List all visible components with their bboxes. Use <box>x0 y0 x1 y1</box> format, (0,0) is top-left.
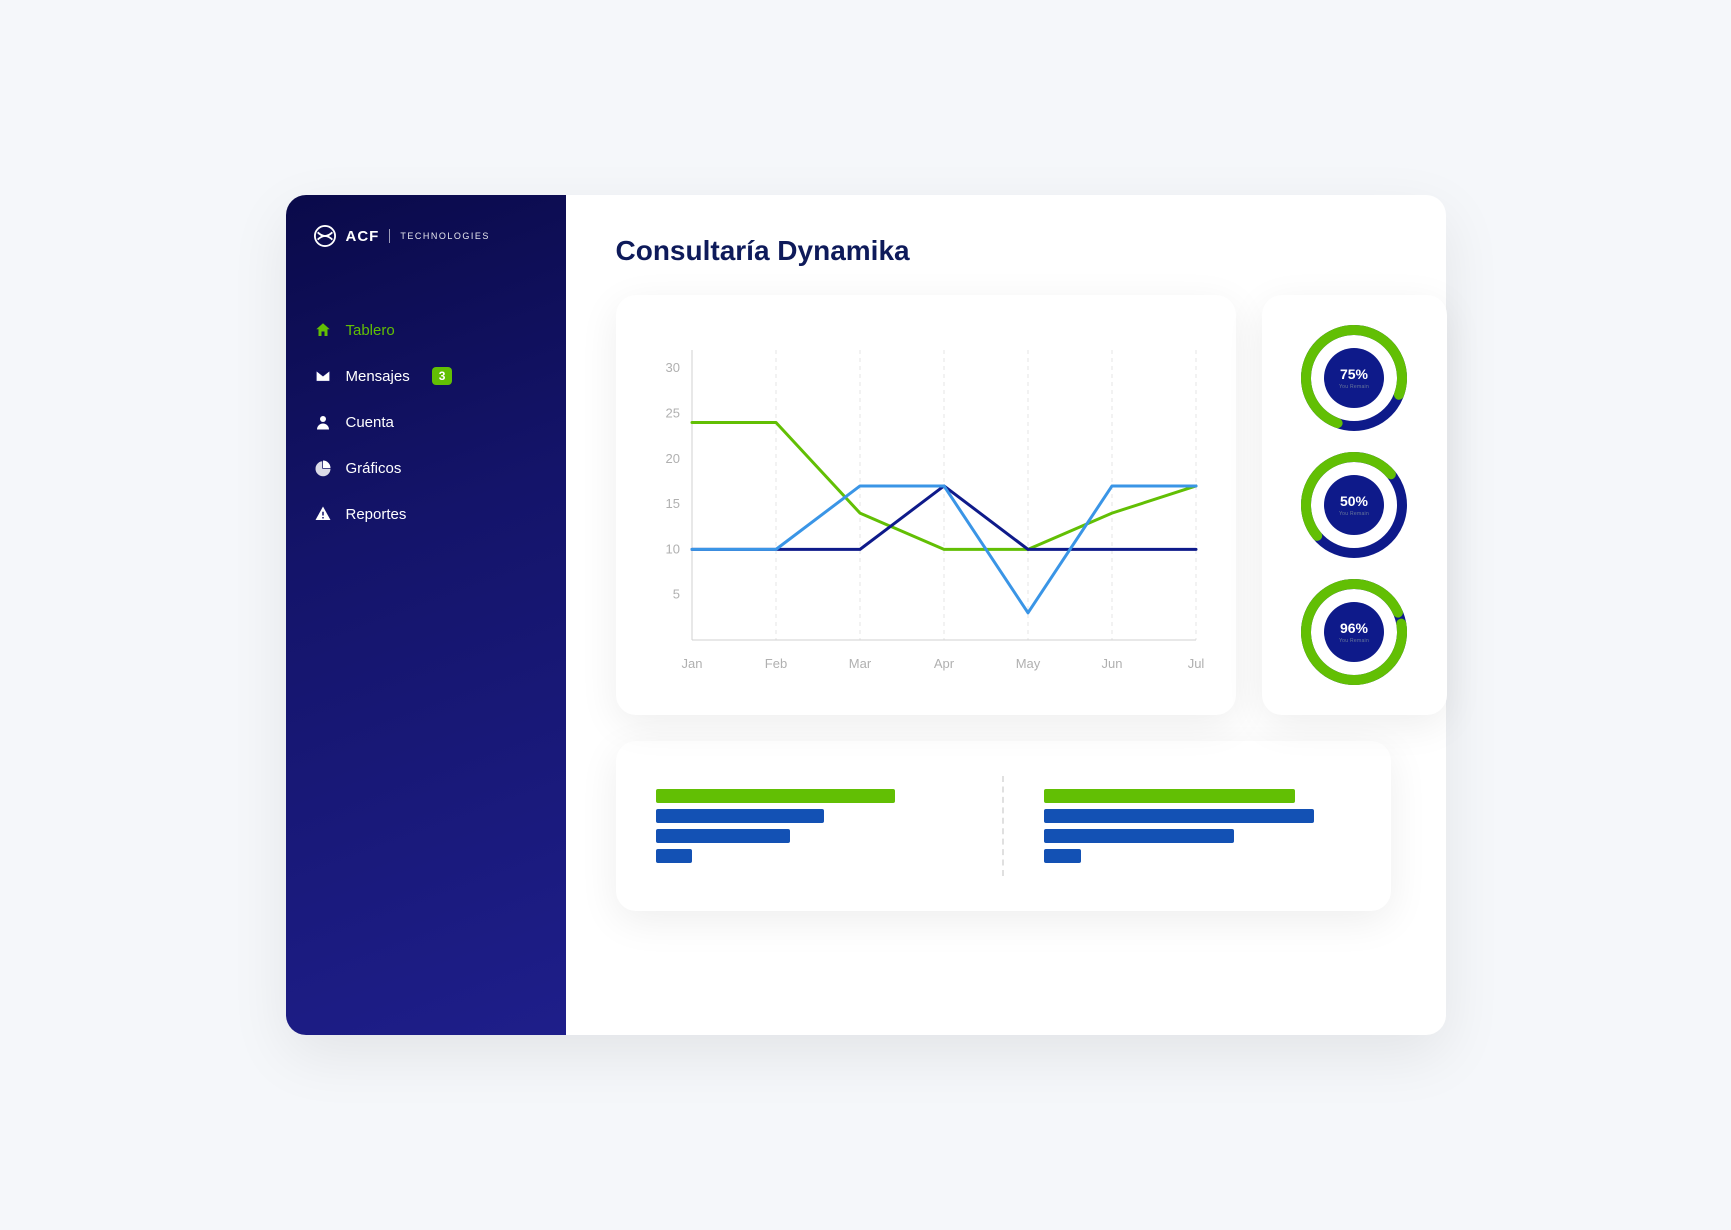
brand-name: ACF <box>346 228 380 245</box>
svg-text:Feb: Feb <box>764 656 786 671</box>
nav-item-reportes[interactable]: Reportes <box>286 491 566 537</box>
svg-text:Apr: Apr <box>933 656 954 671</box>
svg-text:Jul: Jul <box>1187 656 1204 671</box>
gauge-1-value: 50% <box>1340 493 1368 509</box>
svg-text:Jun: Jun <box>1101 656 1122 671</box>
svg-text:May: May <box>1015 656 1040 671</box>
nav-list: Tablero Mensajes 3 Cuenta Gráficos <box>286 307 566 537</box>
hbars-divider <box>1002 776 1004 876</box>
brand-divider <box>389 229 390 243</box>
main-area: Consultaría Dynamika JanFebMarAprMayJunJ… <box>566 195 1457 1035</box>
svg-text:20: 20 <box>665 451 679 466</box>
hbar <box>1044 809 1314 823</box>
gauge-1-sub: You Remain <box>1339 511 1369 517</box>
pie-icon <box>314 459 332 477</box>
brand-sub: TECHNOLOGIES <box>400 231 490 241</box>
svg-text:30: 30 <box>665 360 679 375</box>
hbar <box>656 789 895 803</box>
svg-text:25: 25 <box>665 405 679 420</box>
svg-text:Jan: Jan <box>681 656 702 671</box>
hbar <box>1044 829 1234 843</box>
nav-item-graficos[interactable]: Gráficos <box>286 445 566 491</box>
line-chart-card: Jan Feb Mar Apr May Jun Jul 5 10 15 20 25 30 <box>616 295 1236 715</box>
svg-text:10: 10 <box>665 541 679 556</box>
hbar <box>656 829 791 843</box>
svg-text:Mar: Mar <box>848 656 871 671</box>
svg-text:5: 5 <box>672 587 679 602</box>
nav-label: Reportes <box>346 506 407 523</box>
page-title: Consultaría Dynamika <box>616 235 1407 267</box>
hbar <box>656 849 693 863</box>
nav-label: Mensajes <box>346 368 410 385</box>
hbar <box>1044 789 1295 803</box>
hbars-right <box>1044 789 1351 863</box>
messages-badge: 3 <box>432 367 453 385</box>
gauge-2-sub: You Remain <box>1339 638 1369 644</box>
home-icon <box>314 321 332 339</box>
line-chart: Jan Feb Mar Apr May Jun Jul 5 10 15 20 25 30 <box>646 335 1206 685</box>
gauge-0-value: 75% <box>1340 366 1368 382</box>
gauge-2-value: 96% <box>1340 620 1368 636</box>
gauges-card: 75% You Remain 50% You Remain 96% You Remai… <box>1262 295 1447 715</box>
gauge-0: 75% You Remain <box>1299 323 1409 433</box>
hbar <box>1044 849 1081 863</box>
alert-icon <box>314 505 332 523</box>
gauge-0-sub: You Remain <box>1339 384 1369 390</box>
sidebar: ACF TECHNOLOGIES Tablero Mensajes 3 <box>286 195 566 1035</box>
brand-logo: ACF TECHNOLOGIES <box>286 225 566 307</box>
user-icon <box>314 413 332 431</box>
nav-label: Gráficos <box>346 460 402 477</box>
hbar <box>656 809 825 823</box>
hbars-left <box>656 789 963 863</box>
nav-item-cuenta[interactable]: Cuenta <box>286 399 566 445</box>
nav-item-mensajes[interactable]: Mensajes 3 <box>286 353 566 399</box>
brand-icon <box>314 225 336 247</box>
svg-text:15: 15 <box>665 496 679 511</box>
gauge-2: 96% You Remain <box>1299 577 1409 687</box>
nav-label: Tablero <box>346 322 395 339</box>
mail-icon <box>314 367 332 385</box>
app-window: ACF TECHNOLOGIES Tablero Mensajes 3 <box>286 195 1446 1035</box>
hbars-card <box>616 741 1391 911</box>
nav-item-tablero[interactable]: Tablero <box>286 307 566 353</box>
gauge-1: 50% You Remain <box>1299 450 1409 560</box>
nav-label: Cuenta <box>346 414 394 431</box>
